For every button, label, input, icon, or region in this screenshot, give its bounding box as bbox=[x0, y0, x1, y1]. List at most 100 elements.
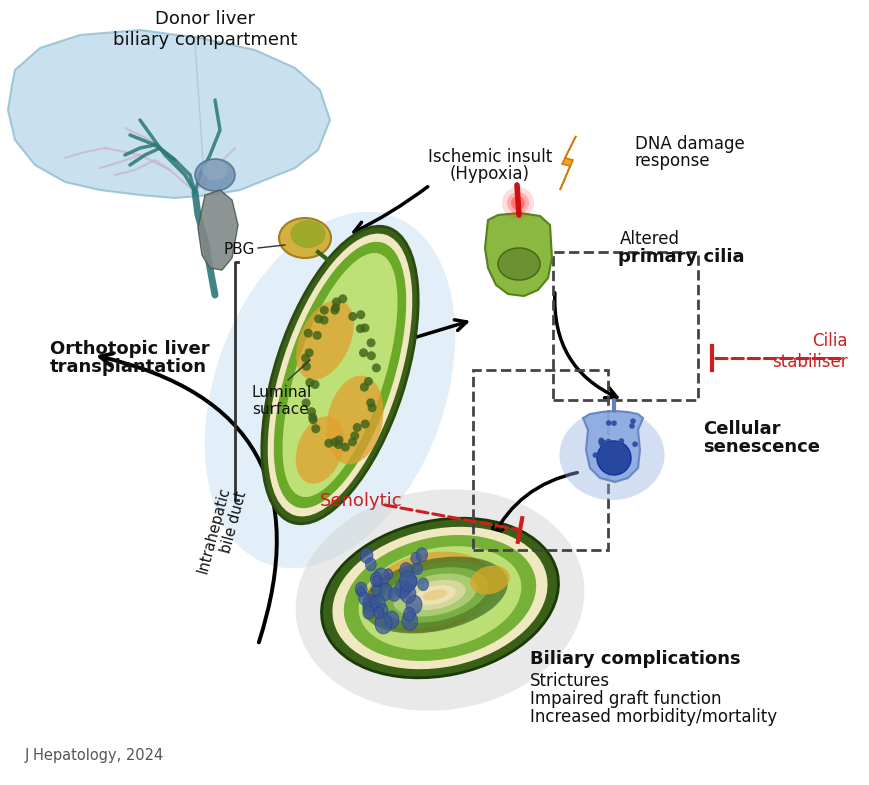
Ellipse shape bbox=[295, 489, 584, 710]
Circle shape bbox=[350, 431, 359, 440]
Ellipse shape bbox=[360, 548, 373, 564]
Ellipse shape bbox=[384, 611, 399, 629]
Circle shape bbox=[596, 441, 630, 475]
Circle shape bbox=[361, 419, 369, 429]
Circle shape bbox=[601, 458, 607, 464]
Ellipse shape bbox=[388, 587, 400, 601]
Circle shape bbox=[628, 423, 634, 429]
Circle shape bbox=[338, 294, 347, 303]
Ellipse shape bbox=[377, 604, 388, 617]
Ellipse shape bbox=[497, 248, 540, 280]
Circle shape bbox=[352, 423, 362, 432]
Circle shape bbox=[312, 331, 322, 340]
Circle shape bbox=[366, 338, 375, 347]
Circle shape bbox=[619, 454, 624, 459]
Ellipse shape bbox=[362, 557, 507, 633]
Ellipse shape bbox=[406, 595, 421, 614]
Circle shape bbox=[592, 452, 598, 458]
Circle shape bbox=[356, 310, 365, 319]
Ellipse shape bbox=[204, 212, 454, 568]
Ellipse shape bbox=[343, 535, 535, 661]
Text: transplantation: transplantation bbox=[50, 358, 207, 376]
Circle shape bbox=[360, 382, 368, 392]
Circle shape bbox=[348, 312, 357, 321]
Text: Orthotopic liver: Orthotopic liver bbox=[50, 340, 209, 358]
Ellipse shape bbox=[383, 568, 392, 579]
Circle shape bbox=[368, 403, 376, 412]
Text: Strictures: Strictures bbox=[529, 672, 609, 690]
Circle shape bbox=[360, 323, 369, 332]
Ellipse shape bbox=[202, 160, 228, 180]
Circle shape bbox=[629, 418, 635, 424]
Text: Biliary complications: Biliary complications bbox=[529, 650, 740, 668]
Circle shape bbox=[359, 349, 368, 357]
Circle shape bbox=[510, 196, 524, 210]
Ellipse shape bbox=[415, 548, 428, 561]
Ellipse shape bbox=[295, 416, 344, 484]
Ellipse shape bbox=[368, 597, 380, 609]
Circle shape bbox=[366, 398, 375, 407]
Ellipse shape bbox=[365, 558, 375, 571]
Ellipse shape bbox=[262, 226, 418, 524]
Ellipse shape bbox=[372, 575, 381, 586]
Circle shape bbox=[302, 399, 310, 407]
Circle shape bbox=[332, 298, 341, 306]
Text: Altered: Altered bbox=[620, 230, 680, 248]
Ellipse shape bbox=[375, 613, 392, 634]
Ellipse shape bbox=[371, 584, 381, 596]
Circle shape bbox=[314, 314, 322, 323]
Circle shape bbox=[599, 442, 604, 447]
Ellipse shape bbox=[279, 218, 330, 258]
Text: PBG: PBG bbox=[223, 243, 255, 257]
Ellipse shape bbox=[399, 563, 412, 578]
Polygon shape bbox=[582, 411, 642, 482]
Text: Intrahepatic
bile duct: Intrahepatic bile duct bbox=[195, 485, 249, 579]
Ellipse shape bbox=[393, 574, 476, 616]
Circle shape bbox=[311, 424, 320, 433]
Circle shape bbox=[308, 415, 317, 425]
Polygon shape bbox=[198, 190, 238, 270]
Circle shape bbox=[598, 440, 603, 445]
Ellipse shape bbox=[422, 590, 447, 601]
Text: Ischemic insult: Ischemic insult bbox=[428, 148, 552, 166]
Ellipse shape bbox=[290, 220, 325, 248]
Circle shape bbox=[618, 438, 624, 444]
Ellipse shape bbox=[295, 300, 354, 380]
Polygon shape bbox=[484, 213, 551, 296]
Circle shape bbox=[330, 437, 339, 447]
Circle shape bbox=[598, 437, 603, 444]
Circle shape bbox=[304, 349, 314, 357]
Ellipse shape bbox=[412, 563, 422, 575]
Text: (Hypoxia): (Hypoxia) bbox=[449, 165, 529, 183]
Ellipse shape bbox=[414, 585, 455, 604]
Ellipse shape bbox=[404, 580, 465, 610]
Ellipse shape bbox=[374, 607, 383, 619]
Circle shape bbox=[307, 407, 315, 416]
Text: Senolytic: Senolytic bbox=[320, 492, 402, 510]
Polygon shape bbox=[8, 30, 329, 198]
Circle shape bbox=[301, 353, 309, 363]
Text: primary cilia: primary cilia bbox=[617, 248, 744, 266]
Circle shape bbox=[334, 440, 342, 449]
Ellipse shape bbox=[355, 582, 367, 597]
Ellipse shape bbox=[358, 546, 521, 650]
Ellipse shape bbox=[400, 584, 415, 604]
Text: Cellular: Cellular bbox=[702, 420, 779, 438]
Ellipse shape bbox=[401, 612, 417, 630]
Ellipse shape bbox=[417, 578, 428, 590]
Ellipse shape bbox=[559, 410, 664, 500]
Ellipse shape bbox=[356, 586, 365, 597]
Circle shape bbox=[302, 362, 310, 371]
Ellipse shape bbox=[332, 527, 547, 669]
Ellipse shape bbox=[195, 159, 235, 191]
Text: DNA damage: DNA damage bbox=[634, 135, 744, 153]
Ellipse shape bbox=[370, 572, 382, 587]
Circle shape bbox=[371, 363, 381, 372]
Circle shape bbox=[367, 351, 375, 360]
Circle shape bbox=[334, 436, 343, 444]
Ellipse shape bbox=[373, 568, 389, 587]
Circle shape bbox=[319, 316, 328, 325]
Circle shape bbox=[612, 451, 617, 457]
Circle shape bbox=[501, 187, 534, 219]
Ellipse shape bbox=[403, 607, 415, 621]
